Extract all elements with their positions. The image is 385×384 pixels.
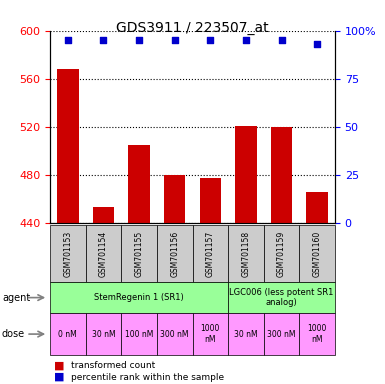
Text: 30 nM: 30 nM xyxy=(234,329,258,339)
Text: ■: ■ xyxy=(54,372,64,382)
Text: 0 nM: 0 nM xyxy=(59,329,77,339)
Text: 30 nM: 30 nM xyxy=(92,329,115,339)
Text: 300 nM: 300 nM xyxy=(161,329,189,339)
Text: 1000
nM: 1000 nM xyxy=(308,324,327,344)
Point xyxy=(207,37,213,43)
Point xyxy=(314,41,320,47)
Bar xyxy=(93,207,114,223)
Text: GSM701156: GSM701156 xyxy=(170,230,179,276)
Point xyxy=(65,37,71,43)
Text: GSM701153: GSM701153 xyxy=(64,230,72,276)
Point xyxy=(278,37,285,43)
Text: transformed count: transformed count xyxy=(71,361,156,370)
Bar xyxy=(57,69,79,223)
Text: 300 nM: 300 nM xyxy=(267,329,296,339)
Text: percentile rank within the sample: percentile rank within the sample xyxy=(71,372,224,382)
Text: 100 nM: 100 nM xyxy=(125,329,153,339)
Text: GSM701160: GSM701160 xyxy=(313,230,321,276)
Bar xyxy=(235,126,257,223)
Bar xyxy=(199,178,221,223)
Text: GSM701158: GSM701158 xyxy=(241,230,250,276)
Text: GSM701155: GSM701155 xyxy=(135,230,144,276)
Text: agent: agent xyxy=(2,293,30,303)
Point xyxy=(243,37,249,43)
Text: 1000
nM: 1000 nM xyxy=(201,324,220,344)
Text: GSM701157: GSM701157 xyxy=(206,230,215,276)
Text: dose: dose xyxy=(2,329,25,339)
Text: GSM701159: GSM701159 xyxy=(277,230,286,276)
Bar xyxy=(271,127,292,223)
Text: GSM701154: GSM701154 xyxy=(99,230,108,276)
Bar xyxy=(164,175,186,223)
Point xyxy=(172,37,178,43)
Text: GDS3911 / 223507_at: GDS3911 / 223507_at xyxy=(116,21,269,35)
Bar xyxy=(128,145,150,223)
Point xyxy=(100,37,107,43)
Point xyxy=(136,37,142,43)
Text: ■: ■ xyxy=(54,361,64,371)
Bar xyxy=(306,192,328,223)
Text: StemRegenin 1 (SR1): StemRegenin 1 (SR1) xyxy=(94,293,184,302)
Text: LGC006 (less potent SR1
analog): LGC006 (less potent SR1 analog) xyxy=(229,288,334,307)
